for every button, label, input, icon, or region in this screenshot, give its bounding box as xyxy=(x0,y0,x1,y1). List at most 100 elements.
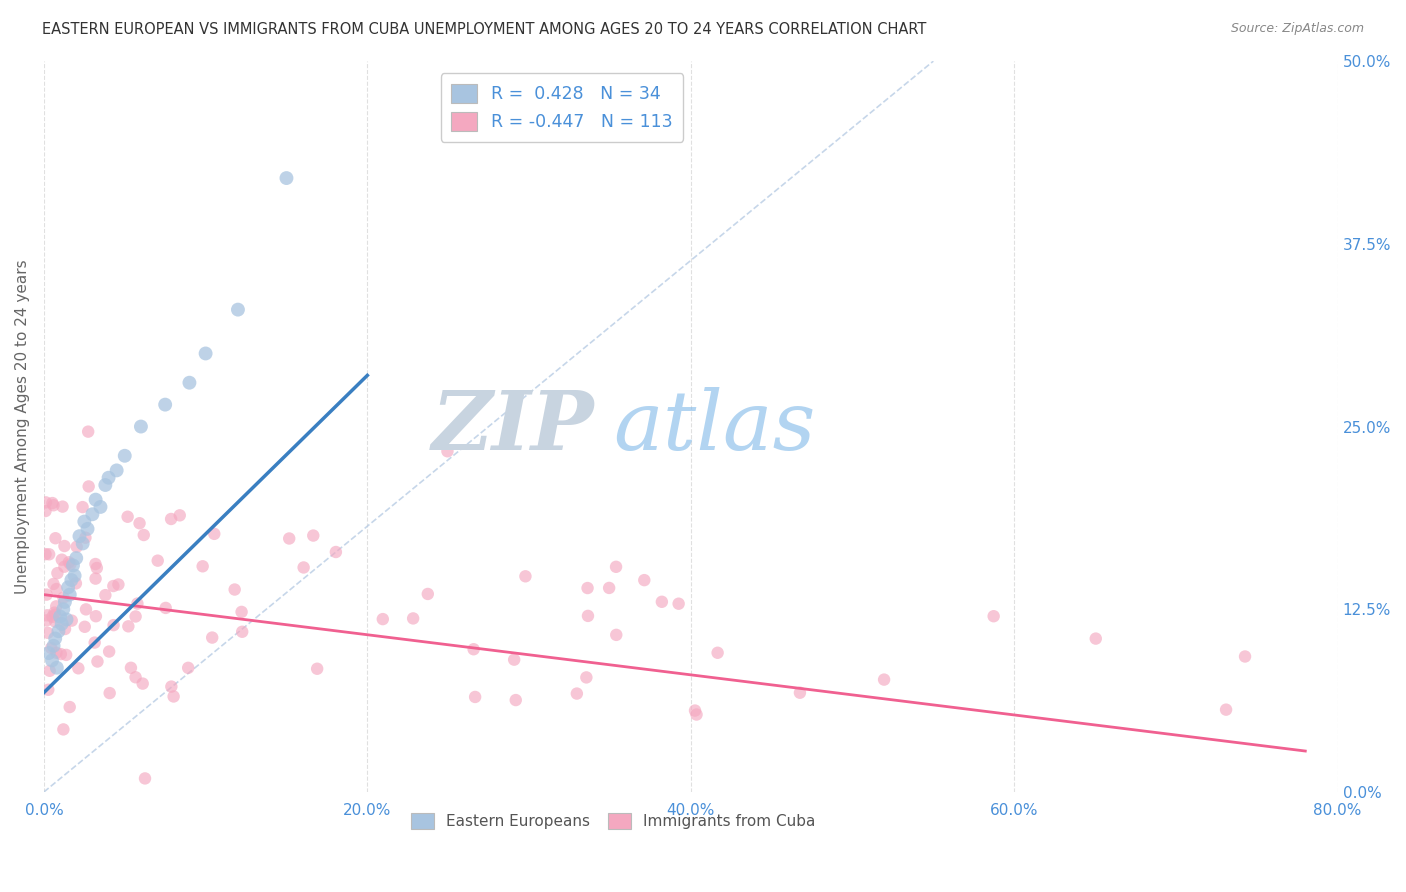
Point xyxy=(34,504,56,518)
Point xyxy=(226,302,249,317)
Point xyxy=(42,498,65,512)
Point xyxy=(633,573,655,587)
Point xyxy=(59,588,82,602)
Y-axis label: Unemployment Among Ages 20 to 24 years: Unemployment Among Ages 20 to 24 years xyxy=(15,260,30,594)
Point xyxy=(302,528,325,542)
Point xyxy=(231,624,253,639)
Point xyxy=(83,635,105,649)
Point xyxy=(52,723,75,737)
Point xyxy=(464,690,486,704)
Text: EASTERN EUROPEAN VS IMMIGRANTS FROM CUBA UNEMPLOYMENT AMONG AGES 20 TO 24 YEARS : EASTERN EUROPEAN VS IMMIGRANTS FROM CUBA… xyxy=(42,22,927,37)
Point xyxy=(53,595,76,609)
Point xyxy=(706,646,728,660)
Point xyxy=(60,614,83,628)
Point xyxy=(62,558,84,573)
Point xyxy=(97,471,120,485)
Point xyxy=(37,608,59,623)
Point xyxy=(44,615,66,629)
Point xyxy=(44,607,66,622)
Point xyxy=(873,673,896,687)
Point xyxy=(117,619,139,633)
Point xyxy=(685,707,707,722)
Text: Source: ZipAtlas.com: Source: ZipAtlas.com xyxy=(1230,22,1364,36)
Point xyxy=(103,618,125,632)
Point xyxy=(45,582,67,596)
Point xyxy=(292,560,315,574)
Point xyxy=(605,559,627,574)
Point xyxy=(575,670,598,684)
Point xyxy=(325,545,347,559)
Point xyxy=(278,532,301,546)
Point xyxy=(46,566,69,581)
Point xyxy=(84,572,107,586)
Point xyxy=(37,625,59,640)
Point xyxy=(576,581,599,595)
Point xyxy=(35,495,58,509)
Point xyxy=(41,496,63,510)
Point xyxy=(35,588,58,602)
Point xyxy=(307,662,329,676)
Point xyxy=(84,557,107,571)
Point xyxy=(53,539,76,553)
Point xyxy=(48,624,70,639)
Point xyxy=(39,641,62,656)
Point xyxy=(177,661,200,675)
Point xyxy=(231,605,253,619)
Point xyxy=(45,661,67,675)
Legend: Eastern Europeans, Immigrants from Cuba: Eastern Europeans, Immigrants from Cuba xyxy=(405,806,821,836)
Point xyxy=(131,676,153,690)
Point xyxy=(114,449,136,463)
Point xyxy=(202,526,225,541)
Point xyxy=(41,609,63,624)
Point xyxy=(42,639,65,653)
Point xyxy=(59,700,82,714)
Point xyxy=(75,531,97,545)
Point xyxy=(276,171,298,186)
Point xyxy=(38,547,60,561)
Point xyxy=(124,670,146,684)
Point xyxy=(77,425,100,439)
Point xyxy=(72,500,94,515)
Point xyxy=(65,576,87,591)
Point xyxy=(134,772,156,786)
Point xyxy=(503,653,526,667)
Point xyxy=(98,644,121,658)
Point xyxy=(34,547,56,561)
Point xyxy=(49,647,72,661)
Point xyxy=(69,529,91,543)
Point xyxy=(67,661,90,675)
Point xyxy=(463,642,485,657)
Point xyxy=(127,597,149,611)
Point xyxy=(59,557,82,571)
Point xyxy=(86,655,108,669)
Point xyxy=(105,463,128,477)
Point xyxy=(155,601,177,615)
Point xyxy=(191,559,214,574)
Point xyxy=(51,500,73,514)
Point xyxy=(683,704,706,718)
Point xyxy=(53,559,76,574)
Point xyxy=(1084,632,1107,646)
Point xyxy=(162,690,184,704)
Point xyxy=(402,611,425,625)
Point xyxy=(86,561,108,575)
Point xyxy=(52,591,75,605)
Point xyxy=(107,577,129,591)
Text: ZIP: ZIP xyxy=(432,386,595,467)
Point xyxy=(51,616,73,631)
Point xyxy=(65,551,87,566)
Point xyxy=(124,609,146,624)
Point xyxy=(75,602,97,616)
Point xyxy=(194,346,217,360)
Point xyxy=(565,687,588,701)
Point xyxy=(153,398,176,412)
Point xyxy=(117,509,139,524)
Point xyxy=(73,620,96,634)
Point xyxy=(35,614,58,628)
Point xyxy=(94,478,117,492)
Point xyxy=(49,609,72,624)
Point xyxy=(37,682,59,697)
Point xyxy=(169,508,191,523)
Point xyxy=(55,612,77,626)
Point xyxy=(52,602,75,616)
